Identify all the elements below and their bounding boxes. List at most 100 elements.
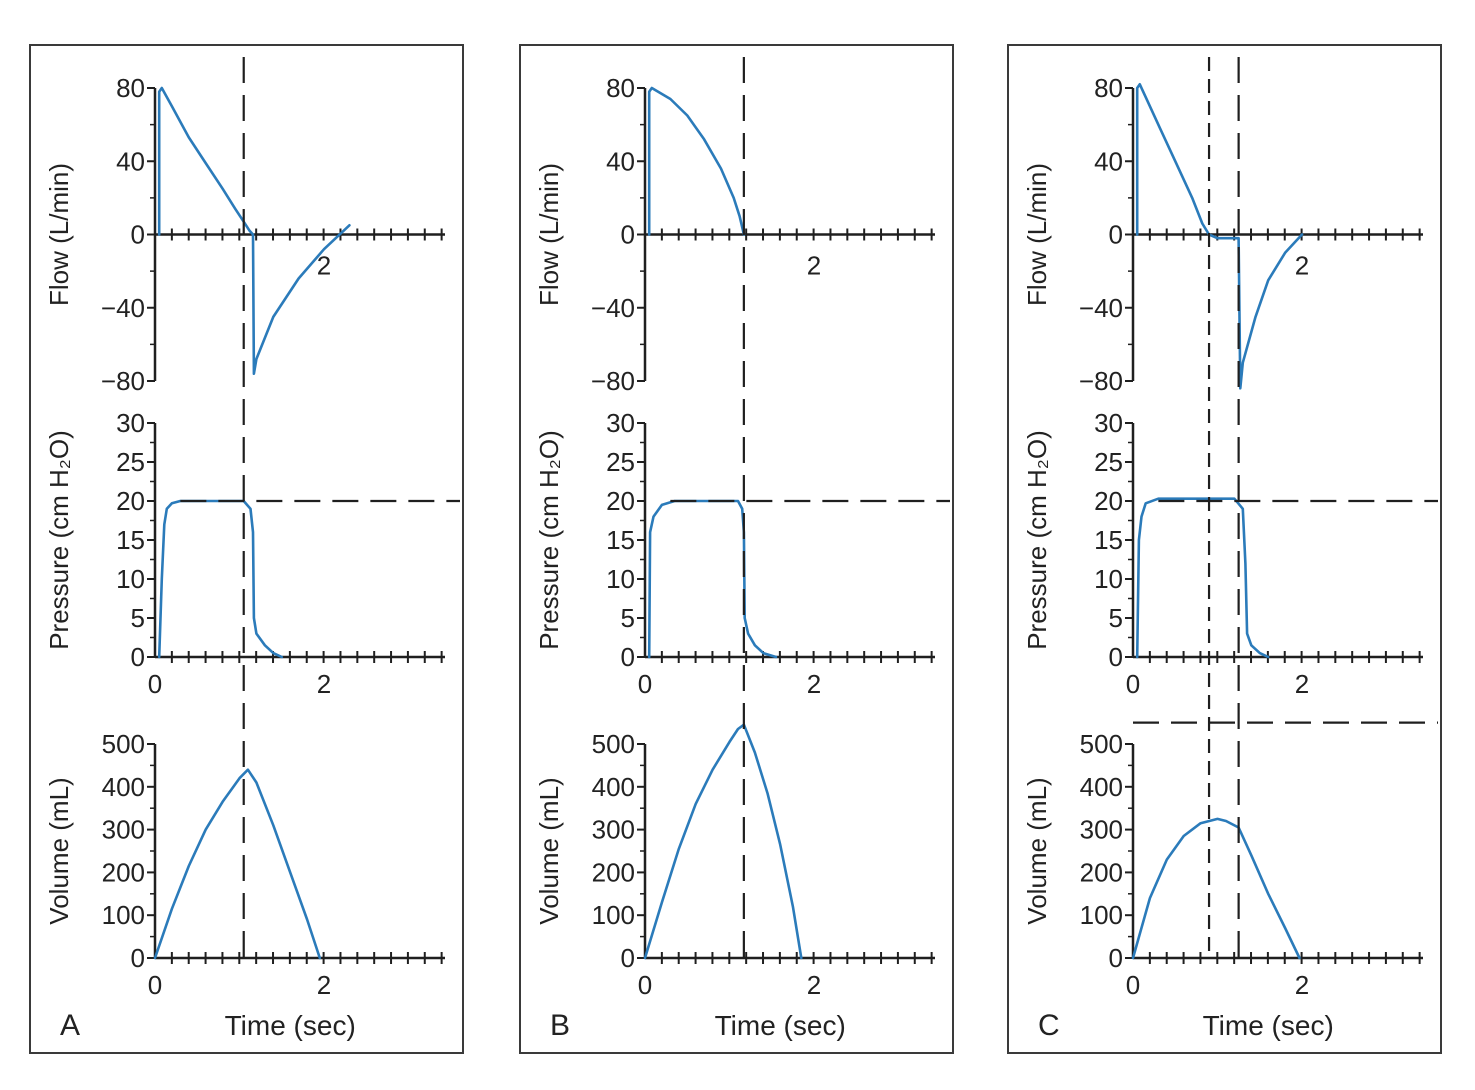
x-tick-label: 2 <box>317 970 331 1000</box>
panel-frame <box>519 44 954 1054</box>
y-tick-label: −80 <box>1079 366 1123 396</box>
y-tick-label: 25 <box>1094 447 1123 477</box>
subplot-pressure: 30 25 20 15 10 5 00 2 Pressure (cm H₂O) <box>534 408 950 699</box>
y-tick-label: 0 <box>1109 220 1123 250</box>
data-line <box>647 499 778 659</box>
y-tick-label: 20 <box>1094 486 1123 516</box>
x-tick-label: 2 <box>317 251 331 281</box>
y-axis-title: Volume (mL) <box>1022 777 1052 924</box>
data-line <box>1135 83 1304 390</box>
y-axis-title: Flow (L/min) <box>534 163 564 306</box>
y-tick-label: 30 <box>1094 408 1123 438</box>
subplot-flow: 80 40 0 −40 −80 2 Flow (L/min) <box>1022 73 1423 396</box>
y-tick-label: 15 <box>116 525 145 555</box>
y-tick-label: 0 <box>131 642 145 672</box>
y-axis-title: Pressure (cm H₂O) <box>534 430 564 650</box>
subplot-pressure: 30 25 20 15 10 5 00 2 Pressure (cm H₂O) <box>44 408 460 699</box>
panel-frame <box>1007 44 1442 1054</box>
y-tick-label: 300 <box>1080 815 1123 845</box>
y-tick-label: 80 <box>116 73 145 103</box>
y-tick-label: 40 <box>116 146 145 176</box>
x-tick-label: 2 <box>807 251 821 281</box>
y-tick-label: 5 <box>621 603 635 633</box>
x-tick-label: 2 <box>807 970 821 1000</box>
data-line <box>643 723 803 960</box>
y-axis-title: Flow (L/min) <box>1022 163 1052 306</box>
x-tick-label: 0 <box>638 669 652 699</box>
y-tick-label: −80 <box>101 366 145 396</box>
x-tick-label: 2 <box>1295 251 1309 281</box>
x-axis-title: Time (sec) <box>715 1010 846 1041</box>
y-tick-label: 0 <box>1109 943 1123 973</box>
y-tick-label: 500 <box>1080 729 1123 759</box>
panel-letter: B <box>550 1009 570 1042</box>
x-tick-label: 0 <box>148 669 162 699</box>
x-axis-title: Time (sec) <box>1203 1010 1334 1041</box>
x-tick-label: 0 <box>638 970 652 1000</box>
y-tick-label: −80 <box>591 366 635 396</box>
y-tick-label: 400 <box>1080 772 1123 802</box>
y-tick-label: 40 <box>606 146 635 176</box>
panel-letter: C <box>1038 1009 1060 1042</box>
x-tick-label: 2 <box>317 669 331 699</box>
x-tick-label: 0 <box>1126 669 1140 699</box>
y-tick-label: 0 <box>621 943 635 973</box>
y-tick-label: 80 <box>1094 73 1123 103</box>
y-axis-title: Pressure (cm H₂O) <box>44 430 74 650</box>
y-tick-label: 300 <box>102 815 145 845</box>
y-tick-label: 10 <box>116 564 145 594</box>
y-tick-label: −40 <box>101 293 145 323</box>
y-tick-label: 5 <box>1109 603 1123 633</box>
y-tick-label: 400 <box>592 772 635 802</box>
y-tick-label: 0 <box>1109 642 1123 672</box>
data-line <box>153 768 322 960</box>
y-tick-label: 25 <box>116 447 145 477</box>
subplot-volume: 500 400 300 200 100 00 2 Volume (mL) <box>1022 721 1438 1000</box>
y-axis-title: Pressure (cm H₂O) <box>1022 430 1052 650</box>
y-tick-label: −40 <box>1079 293 1123 323</box>
y-tick-label: 200 <box>1080 857 1123 887</box>
y-tick-label: 0 <box>621 220 635 250</box>
y-tick-label: 500 <box>102 729 145 759</box>
subplot-pressure: 30 25 20 15 10 5 00 2 Pressure (cm H₂O) <box>1022 408 1438 699</box>
y-tick-label: 100 <box>592 900 635 930</box>
y-tick-label: 300 <box>592 815 635 845</box>
panel-frame <box>29 44 464 1054</box>
y-tick-label: 10 <box>1094 564 1123 594</box>
y-tick-label: 15 <box>1094 525 1123 555</box>
x-tick-label: 0 <box>148 970 162 1000</box>
y-tick-label: 15 <box>606 525 635 555</box>
data-line <box>647 86 746 236</box>
y-tick-label: 80 <box>606 73 635 103</box>
y-axis-title: Volume (mL) <box>44 777 74 924</box>
data-line <box>157 499 284 659</box>
x-tick-label: 2 <box>807 669 821 699</box>
y-tick-label: 400 <box>102 772 145 802</box>
data-line <box>1135 497 1270 659</box>
panel-letter: A <box>60 1009 80 1042</box>
y-tick-label: 20 <box>116 486 145 516</box>
x-tick-label: 0 <box>1126 970 1140 1000</box>
y-tick-label: 30 <box>606 408 635 438</box>
x-tick-label: 2 <box>1295 669 1309 699</box>
y-tick-label: 200 <box>592 857 635 887</box>
y-axis-title: Volume (mL) <box>534 777 564 924</box>
y-tick-label: 0 <box>621 642 635 672</box>
y-tick-label: 25 <box>606 447 635 477</box>
y-tick-label: 500 <box>592 729 635 759</box>
y-tick-label: 5 <box>131 603 145 633</box>
y-tick-label: 100 <box>1080 900 1123 930</box>
y-tick-label: 30 <box>116 408 145 438</box>
y-tick-label: −40 <box>591 293 635 323</box>
x-tick-label: 2 <box>1295 970 1309 1000</box>
y-tick-label: 20 <box>606 486 635 516</box>
subplot-flow: 80 40 0 −40 −80 2 Flow (L/min) <box>534 73 935 396</box>
subplot-volume: 500 400 300 200 100 00 2 Volume (mL) <box>534 723 935 1000</box>
y-tick-label: 0 <box>131 220 145 250</box>
x-axis-title: Time (sec) <box>225 1010 356 1041</box>
data-line <box>1131 817 1301 960</box>
